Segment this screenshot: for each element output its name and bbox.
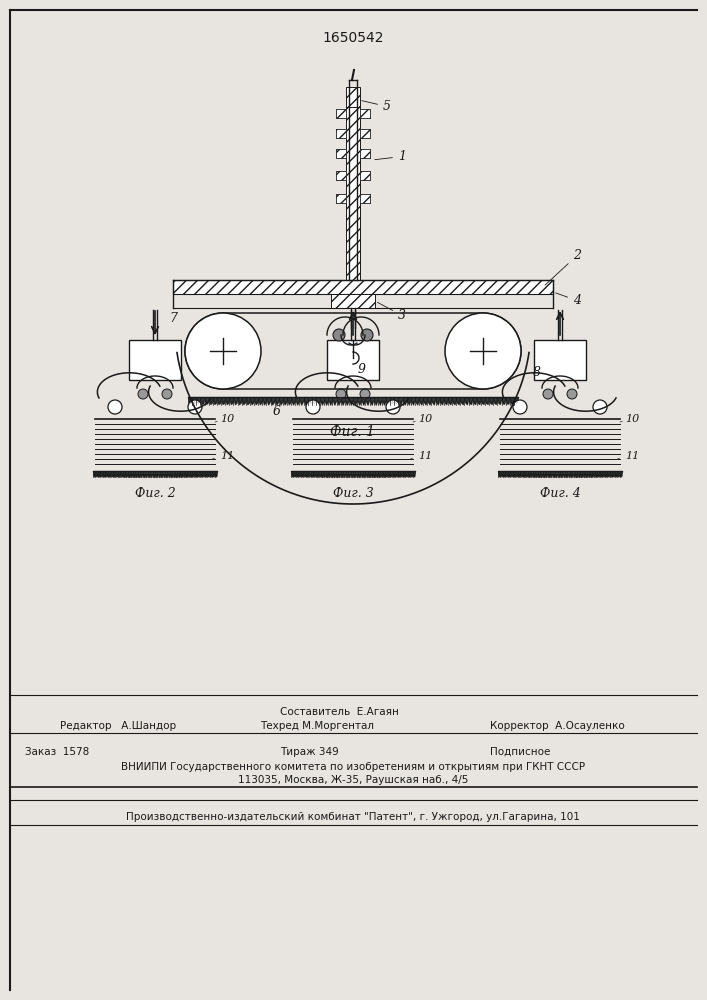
Circle shape <box>360 389 370 399</box>
Circle shape <box>333 329 345 341</box>
Text: 4: 4 <box>556 293 581 307</box>
Circle shape <box>567 389 577 399</box>
Circle shape <box>543 389 553 399</box>
Circle shape <box>108 400 122 414</box>
Text: 10: 10 <box>413 414 432 424</box>
Bar <box>360 109 370 118</box>
Bar <box>360 109 370 118</box>
Circle shape <box>138 389 148 399</box>
Text: Фиг. 4: Фиг. 4 <box>539 487 580 500</box>
Circle shape <box>513 400 527 414</box>
Bar <box>173 280 553 294</box>
Bar <box>336 149 346 158</box>
Bar <box>360 149 370 158</box>
Text: 10: 10 <box>215 414 234 424</box>
Text: Производственно-издательский комбинат "Патент", г. Ужгород, ул.Гагарина, 101: Производственно-издательский комбинат "П… <box>126 812 580 822</box>
Bar <box>336 149 346 158</box>
Circle shape <box>185 313 261 389</box>
Text: 10: 10 <box>620 414 639 424</box>
Bar <box>336 171 346 180</box>
Bar <box>360 194 370 203</box>
Text: 1: 1 <box>375 150 406 163</box>
Text: 5: 5 <box>362 100 391 113</box>
Bar <box>331 294 375 308</box>
Text: Корректор  А.Осауленко: Корректор А.Осауленко <box>490 721 625 731</box>
Text: 1650542: 1650542 <box>322 31 384 45</box>
Bar <box>336 129 346 138</box>
Text: 7: 7 <box>169 312 177 324</box>
Text: Фиг. 3: Фиг. 3 <box>332 487 373 500</box>
Text: Фиг. 1: Фиг. 1 <box>330 425 375 439</box>
Bar <box>534 340 586 380</box>
Circle shape <box>361 329 373 341</box>
Bar <box>360 194 370 203</box>
Circle shape <box>336 389 346 399</box>
Text: 8: 8 <box>533 366 541 379</box>
Bar <box>327 340 379 380</box>
Bar <box>360 149 370 158</box>
Text: 9: 9 <box>358 363 366 376</box>
Text: 2: 2 <box>545 249 581 285</box>
Bar <box>360 171 370 180</box>
Text: 3: 3 <box>378 302 406 322</box>
Text: 6: 6 <box>273 405 281 418</box>
Circle shape <box>306 400 320 414</box>
Text: 11: 11 <box>618 451 639 461</box>
Bar <box>336 171 346 180</box>
Bar <box>336 109 346 118</box>
Text: Техред М.Моргентал: Техред М.Моргентал <box>260 721 374 731</box>
Text: Фиг. 2: Фиг. 2 <box>134 487 175 500</box>
Bar <box>336 194 346 203</box>
Bar <box>336 194 346 203</box>
Bar <box>360 129 370 138</box>
Text: Редактор   А.Шандор: Редактор А.Шандор <box>60 721 176 731</box>
Circle shape <box>386 400 400 414</box>
Circle shape <box>188 400 202 414</box>
Text: Подписное: Подписное <box>490 747 550 757</box>
Bar <box>129 340 181 380</box>
Text: Тираж 349: Тираж 349 <box>280 747 339 757</box>
Text: Составитель  Е.Агаян: Составитель Е.Агаян <box>280 707 399 717</box>
Text: 113035, Москва, Ж-35, Раушская наб., 4/5: 113035, Москва, Ж-35, Раушская наб., 4/5 <box>238 775 468 785</box>
Bar <box>346 87 360 107</box>
Circle shape <box>593 400 607 414</box>
Bar <box>336 129 346 138</box>
Circle shape <box>162 389 172 399</box>
Bar <box>346 107 360 280</box>
Text: ВНИИПИ Государственного комитета по изобретениям и открытиям при ГКНТ СССР: ВНИИПИ Государственного комитета по изоб… <box>121 762 585 772</box>
Bar <box>360 129 370 138</box>
Text: 11: 11 <box>213 451 234 461</box>
Bar <box>336 109 346 118</box>
Text: Заказ  1578: Заказ 1578 <box>25 747 89 757</box>
Circle shape <box>445 313 521 389</box>
Bar <box>360 171 370 180</box>
Text: 11: 11 <box>411 451 432 461</box>
